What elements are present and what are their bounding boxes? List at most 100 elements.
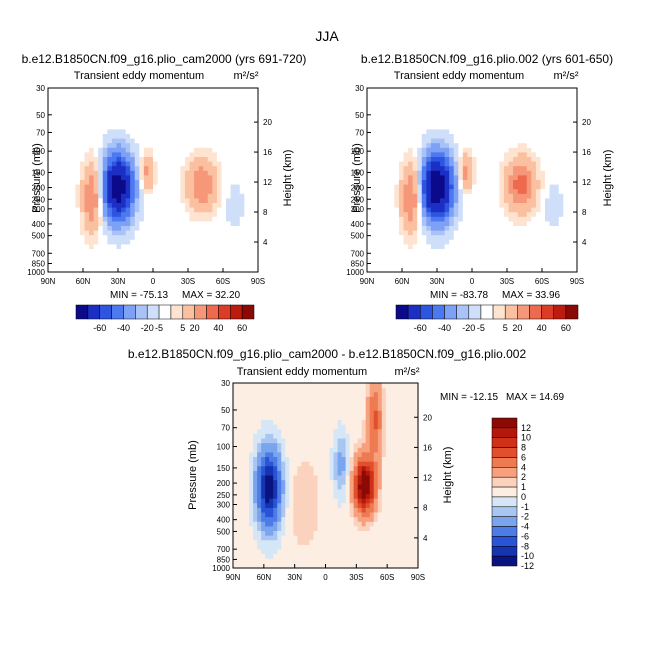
heatmap-cell <box>330 406 335 411</box>
heatmap-cell <box>513 171 518 176</box>
heatmap-cell <box>241 545 246 550</box>
heatmap-cell <box>297 452 302 457</box>
heatmap-cell <box>559 263 564 268</box>
heatmap-cell <box>495 171 500 176</box>
heatmap-cell <box>107 129 112 134</box>
heatmap-cell <box>330 503 335 508</box>
heatmap-cell <box>257 536 262 541</box>
heatmap-cell <box>153 88 158 93</box>
heatmap-cell <box>107 263 112 268</box>
heatmap-cell <box>481 226 486 231</box>
heatmap-cell <box>269 429 274 434</box>
heatmap-cell <box>277 443 282 448</box>
heatmap-cell <box>53 185 58 190</box>
heatmap-cell <box>297 499 302 504</box>
heatmap-cell <box>297 443 302 448</box>
heatmap-cell <box>71 148 76 153</box>
heatmap-cell <box>112 189 117 194</box>
heatmap-cell <box>426 148 431 153</box>
heatmap-cell <box>408 97 413 102</box>
heatmap-cell <box>80 157 85 162</box>
heatmap-cell <box>372 180 377 185</box>
heatmap-cell <box>148 106 153 111</box>
heatmap-cell <box>153 143 158 148</box>
heatmap-cell <box>158 240 163 245</box>
heatmap-cell <box>413 120 418 125</box>
heatmap-cell <box>245 383 250 388</box>
heatmap-cell <box>285 476 290 481</box>
heatmap-cell <box>244 120 249 125</box>
heatmap-cell <box>413 97 418 102</box>
heatmap-cell <box>449 134 454 139</box>
heatmap-cell <box>121 244 126 249</box>
heatmap-cell <box>321 550 326 555</box>
heatmap-cell <box>171 171 176 176</box>
heatmap-cell <box>527 116 532 121</box>
heatmap-cell <box>559 143 564 148</box>
heatmap-cell <box>89 134 94 139</box>
heatmap-cell <box>171 125 176 130</box>
heatmap-cell <box>522 116 527 121</box>
heatmap-cell <box>107 217 112 222</box>
heatmap-cell <box>536 263 541 268</box>
heatmap-cell <box>463 198 468 203</box>
heatmap-cell <box>98 148 103 153</box>
heatmap-cell <box>107 125 112 130</box>
heatmap-cell <box>158 134 163 139</box>
heatmap-cell <box>240 212 245 217</box>
heatmap-cell <box>190 185 195 190</box>
heatmap-cell <box>472 263 477 268</box>
heatmap-cell <box>381 171 386 176</box>
heatmap-cell <box>53 93 58 98</box>
heatmap-cell <box>221 198 226 203</box>
heatmap-cell <box>495 134 500 139</box>
heatmap-cell <box>171 244 176 249</box>
heatmap-cell <box>144 129 149 134</box>
heatmap-cell <box>277 545 282 550</box>
heatmap-cell <box>422 208 427 213</box>
heatmap-cell <box>399 185 404 190</box>
heatmap-cell <box>281 448 286 453</box>
heatmap-cell <box>422 102 427 107</box>
heatmap-cell <box>334 471 339 476</box>
heatmap-cell <box>185 221 190 226</box>
heatmap-cell <box>107 221 112 226</box>
heatmap-cell <box>550 263 555 268</box>
heatmap-cell <box>265 397 270 402</box>
heatmap-cell <box>71 263 76 268</box>
heatmap-cell <box>326 517 331 522</box>
heatmap-cell <box>208 143 213 148</box>
heatmap-cell <box>293 397 298 402</box>
heatmap-cell <box>85 263 90 268</box>
heatmap-cell <box>531 226 536 231</box>
heatmap-cell <box>257 439 262 444</box>
heatmap-cell <box>98 171 103 176</box>
heatmap-cell <box>261 513 266 518</box>
heatmap-cell <box>367 125 372 130</box>
heatmap-cell <box>504 217 509 222</box>
heatmap-cell <box>273 485 278 490</box>
heatmap-cell <box>540 125 545 130</box>
heatmap-cell <box>237 494 242 499</box>
heatmap-cell <box>527 226 532 231</box>
heatmap-cell <box>390 226 395 231</box>
heatmap-cell <box>417 157 422 162</box>
heatmap-cell <box>550 244 555 249</box>
heatmap-cell <box>309 476 314 481</box>
heatmap-cell <box>237 439 242 444</box>
heatmap-cell <box>540 203 545 208</box>
heatmap-cell <box>422 111 427 116</box>
heatmap-cell <box>249 93 254 98</box>
heatmap-cell <box>531 152 536 157</box>
heatmap-cell <box>237 434 242 439</box>
heatmap-cell <box>269 531 274 536</box>
heatmap-cell <box>176 254 181 259</box>
heatmap-cell <box>486 198 491 203</box>
heatmap-cell <box>240 203 245 208</box>
heatmap-cell <box>458 185 463 190</box>
heatmap-cell <box>445 185 450 190</box>
heatmap-cell <box>293 383 298 388</box>
heatmap-cell <box>408 235 413 240</box>
heatmap-cell <box>394 116 399 121</box>
heatmap-cell <box>554 143 559 148</box>
